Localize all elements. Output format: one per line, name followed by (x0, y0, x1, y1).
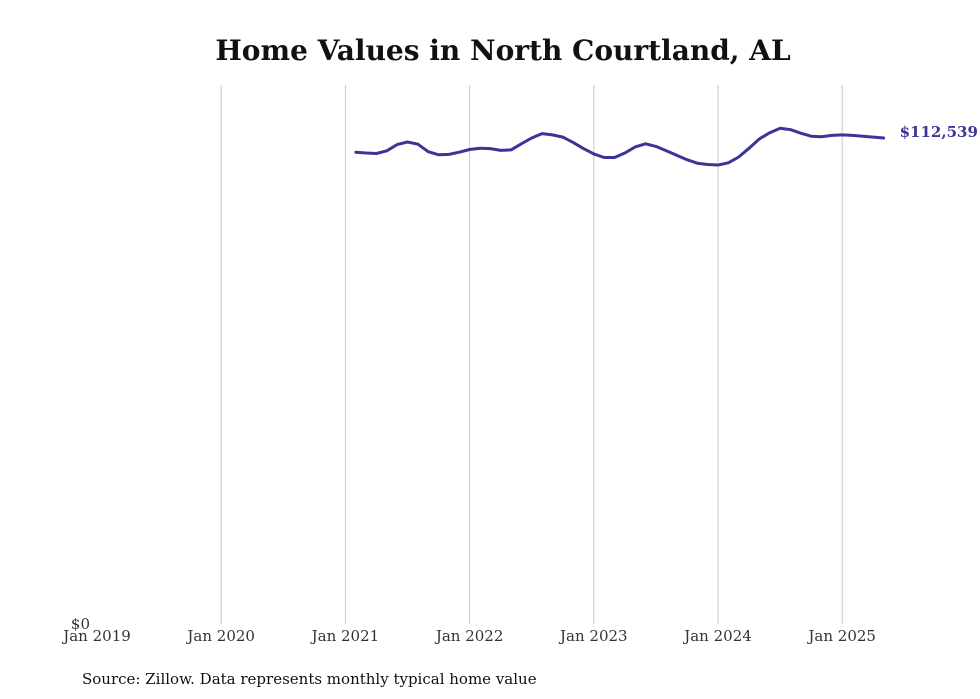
x-tick-label: Jan 2024 (682, 627, 752, 645)
series-line (354, 126, 886, 167)
x-axis-ticks: Jan 2019 Jan 2020 Jan 2021 Jan 2022 Jan 2023… (61, 627, 876, 645)
x-tick-label: Jan 2021 (310, 627, 380, 645)
gridlines (220, 85, 843, 624)
x-tick-label: Jan 2020 (185, 627, 255, 645)
source-note: Source: Zillow. Data represents monthly … (82, 670, 537, 688)
y-tick-label: $0 (71, 615, 90, 633)
chart-title: Home Values in North Courtland, AL (215, 34, 791, 67)
x-tick-label: Jan 2019 (61, 627, 131, 645)
x-tick-label: Jan 2025 (806, 627, 876, 645)
x-tick-label: Jan 2022 (434, 627, 504, 645)
y-axis-ticks: $0 (71, 615, 90, 633)
x-tick-label: Jan 2023 (558, 627, 628, 645)
end-value-label: $112,539 (900, 123, 978, 141)
